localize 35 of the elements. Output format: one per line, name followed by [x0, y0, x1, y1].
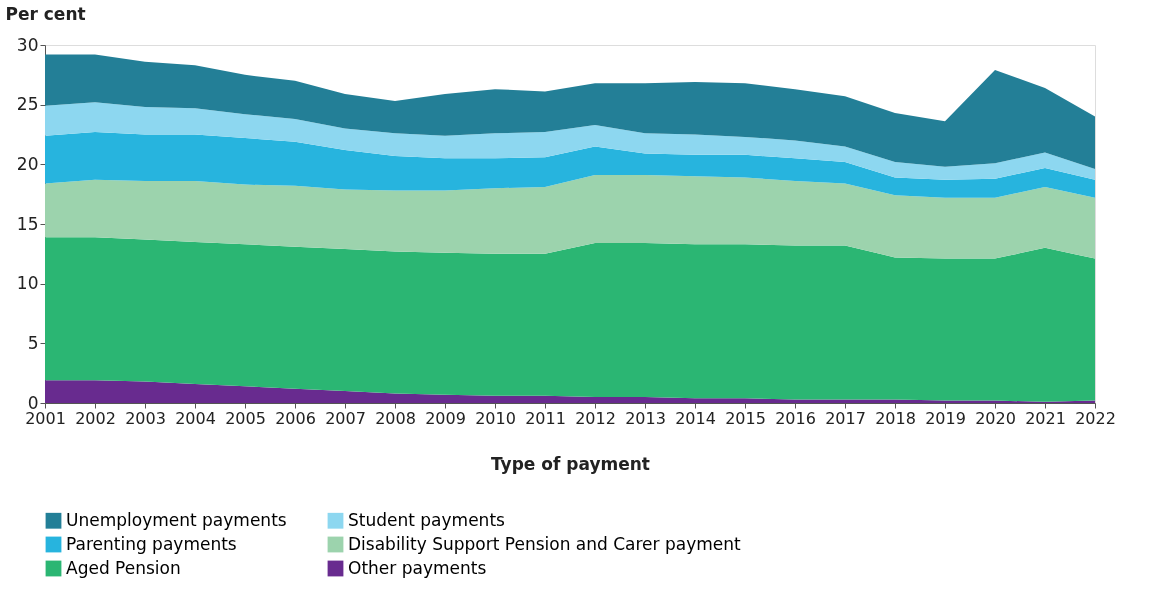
- y-tick-label: 25: [16, 94, 39, 115]
- x-axis-title: Type of payment: [491, 453, 650, 474]
- x-tick-label: 2015: [725, 408, 766, 428]
- x-tick-label: 2019: [925, 408, 966, 428]
- x-tick-label: 2007: [325, 408, 366, 428]
- x-tick-label: 2004: [175, 408, 216, 428]
- x-tick-label: 2009: [425, 408, 466, 428]
- y-tick-label: 20: [16, 153, 39, 174]
- x-tick-label: 2005: [225, 408, 266, 428]
- x-tick-label: 2013: [625, 408, 666, 428]
- x-tick-label: 2014: [675, 408, 716, 428]
- legend-label: Aged Pension: [66, 557, 181, 578]
- legend-label: Disability Support Pension and Carer payment: [348, 533, 742, 554]
- y-axis-title: Per cent: [5, 3, 86, 24]
- x-tick-label: 2006: [275, 408, 316, 428]
- y-tick-label: 30: [16, 34, 39, 55]
- x-tick-label: 2022: [1075, 408, 1116, 428]
- y-tick-label: 15: [16, 213, 39, 234]
- y-tick-label: 10: [16, 273, 39, 294]
- x-tick-label: 2017: [825, 408, 866, 428]
- x-tick-label: 2002: [75, 408, 116, 428]
- legend-label: Unemployment payments: [66, 509, 287, 530]
- x-tick-label: 2003: [125, 408, 166, 428]
- x-tick-label: 2021: [1025, 408, 1066, 428]
- x-tick-label: 2018: [875, 408, 916, 428]
- x-tick-label: 2020: [975, 408, 1016, 428]
- x-tick-label: 2008: [375, 408, 416, 428]
- x-tick-label: 2016: [775, 408, 816, 428]
- legend-label: Student payments: [348, 509, 506, 530]
- x-tick-label: 2012: [575, 408, 616, 428]
- legend-label: Other payments: [348, 557, 487, 578]
- x-tick-label: 2010: [475, 408, 516, 428]
- y-tick-label: 5: [27, 332, 39, 353]
- x-tick-label: 2011: [525, 408, 566, 428]
- legend-label: Parenting payments: [66, 533, 237, 554]
